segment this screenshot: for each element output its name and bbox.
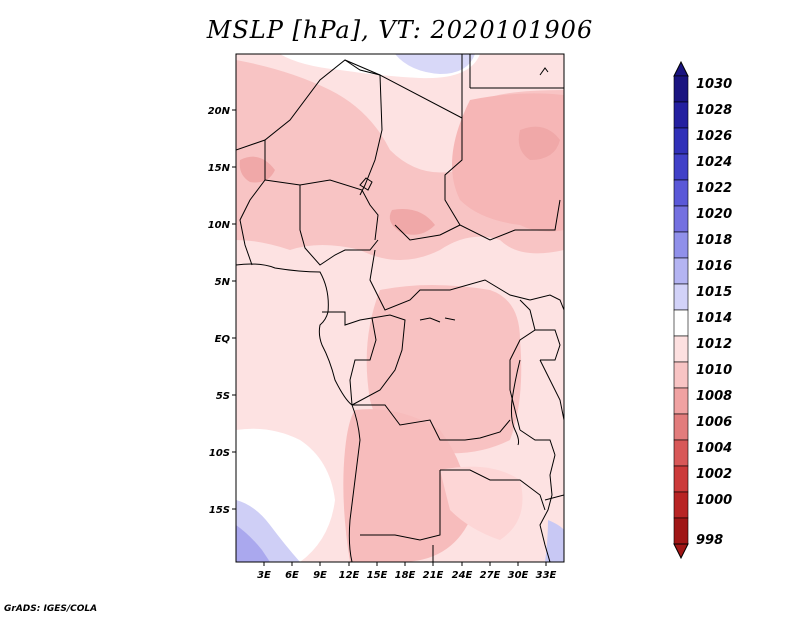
colorbar-swatch <box>673 335 689 363</box>
colorbar-top-arrow <box>673 60 689 77</box>
colorbar-label: 1002 <box>696 467 732 482</box>
colorbar-label: 1004 <box>696 441 732 456</box>
pressure-field <box>236 54 564 562</box>
colorbar-label: 1024 <box>696 155 732 170</box>
colorbar-swatch <box>673 491 689 519</box>
colorbar-swatch <box>673 387 689 415</box>
colorbar-label: 1020 <box>696 207 732 222</box>
colorbar-label: 998 <box>696 533 723 548</box>
grads-credit: GrADS: IGES/COLA <box>4 604 98 614</box>
colorbar-swatch <box>673 465 689 493</box>
lat-label: 5N <box>215 277 231 288</box>
colorbar-swatch <box>673 101 689 129</box>
longitude-ticks <box>263 562 547 566</box>
colorbar-label: 1012 <box>696 337 732 352</box>
lon-label: 21E <box>423 570 444 581</box>
lon-label: 9E <box>313 570 327 581</box>
colorbar-label: 1026 <box>696 129 732 144</box>
lon-label: 27E <box>480 570 501 581</box>
lat-label: 20N <box>208 106 231 117</box>
colorbar-swatch <box>673 309 689 337</box>
lon-label: 15E <box>367 570 388 581</box>
lat-label: EQ <box>215 334 231 345</box>
lon-label: 12E <box>339 570 360 581</box>
colorbar-label: 1006 <box>696 415 732 430</box>
lat-label: 15N <box>208 163 231 174</box>
lon-label: 18E <box>395 570 416 581</box>
lon-label: 24E <box>452 570 473 581</box>
colorbar-label: 1030 <box>696 77 732 92</box>
colorbar-swatch <box>673 231 689 259</box>
latitude-axis: 20N 15N 10N 5N EQ 5S 10S 15S <box>208 106 231 516</box>
latitude-ticks <box>232 109 236 510</box>
colorbar-swatch <box>673 179 689 207</box>
colorbar-bottom-arrow <box>673 543 689 560</box>
map-frame <box>235 53 565 563</box>
lon-label: 30E <box>508 570 529 581</box>
colorbar-swatch <box>673 439 689 467</box>
colorbar-label: 1028 <box>696 103 732 118</box>
colorbar-swatch <box>673 153 689 181</box>
country-borders <box>236 54 564 562</box>
colorbar-swatch <box>673 283 689 311</box>
lat-label: 10S <box>209 448 230 459</box>
lat-label: 10N <box>208 220 231 231</box>
lon-label: 33E <box>536 570 557 581</box>
colorbar-swatch <box>673 517 689 545</box>
colorbar-swatch <box>673 205 689 233</box>
colorbar-label: 1018 <box>696 233 732 248</box>
lon-label: 3E <box>257 570 271 581</box>
colorbar-swatch <box>673 127 689 155</box>
colorbar-label: 1022 <box>696 181 732 196</box>
colorbar: 1030 1028 1026 1024 1022 1020 1018 1016 1015 1014… <box>673 60 732 560</box>
colorbar-label: 1000 <box>696 493 732 508</box>
colorbar-label: 1015 <box>696 285 732 300</box>
colorbar-swatch <box>673 257 689 285</box>
colorbar-label: 1010 <box>696 363 732 378</box>
lon-label: 6E <box>285 570 299 581</box>
colorbar-label: 1016 <box>696 259 732 274</box>
colorbar-swatch <box>673 361 689 389</box>
colorbar-swatch <box>673 413 689 441</box>
lat-label: 5S <box>216 391 230 402</box>
colorbar-label: 1008 <box>696 389 732 404</box>
colorbar-swatch <box>673 75 689 103</box>
longitude-axis: 3E 6E 9E 12E 15E 18E 21E 24E 27E 30E 33E <box>257 570 556 581</box>
map-title: MSLP [hPa], VT: 2020101906 <box>206 16 594 44</box>
lat-label: 15S <box>209 505 230 516</box>
colorbar-label: 1014 <box>696 311 732 326</box>
